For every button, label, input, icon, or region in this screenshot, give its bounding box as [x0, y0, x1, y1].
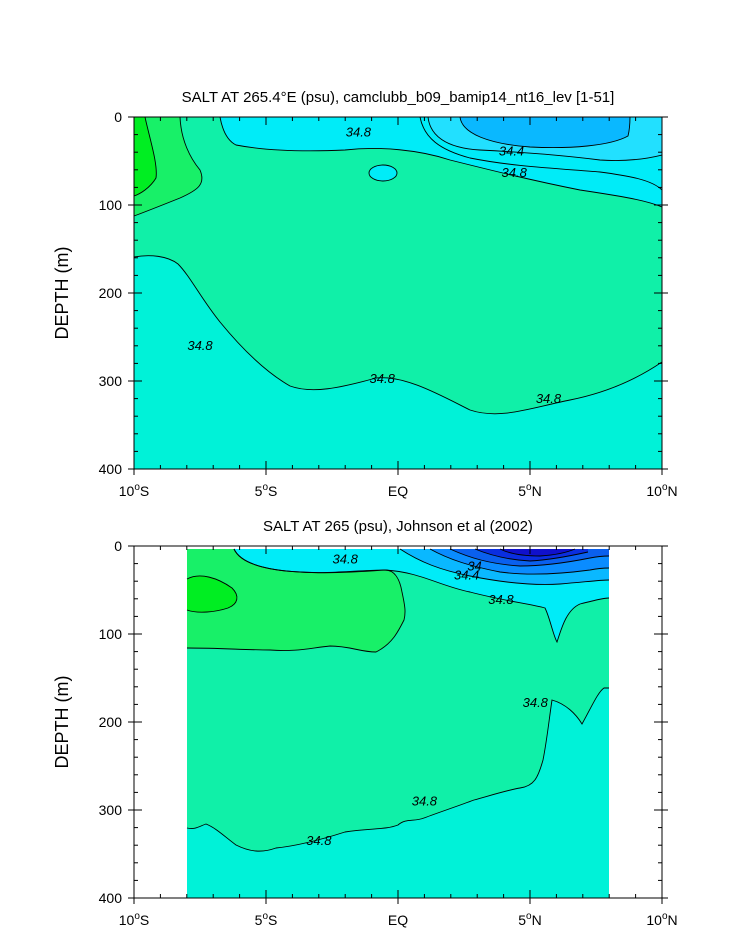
x-tick-label: 10oN: [646, 911, 677, 928]
panel-1-contour-labels: 34.8 34.4 34.8 34.8 34.8 34.8: [187, 124, 562, 406]
panel-1-contours: [134, 117, 662, 415]
p1-contour-lens: [368, 164, 398, 182]
contour-label: 34.8: [523, 695, 549, 710]
panel-2-contours: [186, 548, 610, 852]
panel-1-title: SALT AT 265.4°E (psu), camclubb_b09_bami…: [182, 89, 615, 106]
y-tick-label: 400: [99, 461, 123, 477]
x-tick-label: 5oS: [255, 911, 278, 928]
p2-mid-green-region: [187, 549, 406, 652]
p2-contour-green: [186, 548, 406, 653]
y-tick-label: 100: [99, 197, 123, 213]
p2-contour-blue2: [429, 548, 610, 575]
y-tick-label: 0: [114, 538, 122, 554]
x-tick-label: 5oN: [518, 911, 541, 928]
panel-1: SALT AT 265.4°E (psu), camclubb_b09_bami…: [52, 89, 678, 499]
p1-contour-surface: [219, 117, 662, 208]
x-tick-label: 10oN: [646, 482, 677, 499]
p1-contour-green: [134, 117, 203, 217]
x-tick-label: EQ: [388, 912, 408, 928]
p2-contour-blue1: [399, 548, 610, 585]
p2-contour-high-green: [186, 575, 238, 613]
contour-label: 34.8: [187, 338, 213, 353]
p1-blue-core: [460, 117, 630, 148]
panel-2-title: SALT AT 265 (psu), Johnson et al (2002): [263, 518, 533, 535]
p1-deep-region: [134, 255, 662, 469]
p1-contour-light-blue: [427, 117, 662, 161]
y-tick-label: 300: [99, 373, 123, 389]
contour-label: 34.8: [502, 165, 528, 180]
p1-contour-mid: [419, 117, 662, 191]
p1-contour-blue-core: [459, 117, 631, 149]
x-tick-label: 10oS: [119, 482, 149, 499]
p2-contour-blue4: [474, 548, 589, 562]
contour-label: 34.4: [499, 144, 524, 159]
contour-label: 34: [467, 559, 481, 574]
contour-label: 34.8: [306, 833, 332, 848]
p2-contour-deep: [186, 687, 609, 852]
y-tick-label: 100: [99, 626, 123, 642]
y-tick-label: 400: [99, 890, 123, 906]
x-tick-label: 10oS: [119, 911, 149, 928]
p2-no-data-left: [134, 546, 187, 898]
panel-2: SALT AT 265 (psu), Johnson et al (2002): [52, 518, 678, 928]
p2-deep-region: [187, 688, 609, 898]
contour-label: 34.8: [333, 552, 359, 567]
panel-2-ylabel: DEPTH (m): [52, 676, 72, 769]
panel-1-fill: [134, 117, 662, 469]
p1-contour-deep: [134, 255, 662, 415]
p2-no-data-right: [609, 546, 662, 898]
contour-label: 34.8: [346, 124, 372, 139]
p2-contour-blue5: [499, 548, 576, 557]
panel-2-axes: 0 100 200 300 400 10oS 5oS EQ 5oN 10oN: [99, 538, 678, 928]
panel-1-axes: 0 100 200 300 400 10oS 5oS EQ 5oN 10oN: [99, 109, 678, 499]
panel-1-ylabel: DEPTH (m): [52, 247, 72, 340]
y-tick-label: 300: [99, 802, 123, 818]
x-tick-label: 5oN: [518, 482, 541, 499]
y-tick-label: 0: [114, 109, 122, 125]
panel-2-fill: [134, 546, 662, 898]
p1-contour-high-green: [134, 117, 157, 197]
p2-contour-blue3: [449, 548, 610, 567]
contour-label: 34.8: [370, 371, 396, 386]
x-tick-label: EQ: [388, 483, 408, 499]
contour-label: 34.8: [536, 391, 562, 406]
contour-label: 34.4: [454, 567, 479, 582]
p1-lens: [369, 165, 397, 181]
contour-label: 34.8: [488, 592, 514, 607]
p2-high-green-region: [187, 575, 237, 613]
x-tick-label: 5oS: [255, 482, 278, 499]
y-tick-label: 200: [99, 285, 123, 301]
contour-label: 34.8: [412, 794, 438, 809]
y-tick-label: 200: [99, 714, 123, 730]
p1-high-green-region: [134, 117, 157, 196]
